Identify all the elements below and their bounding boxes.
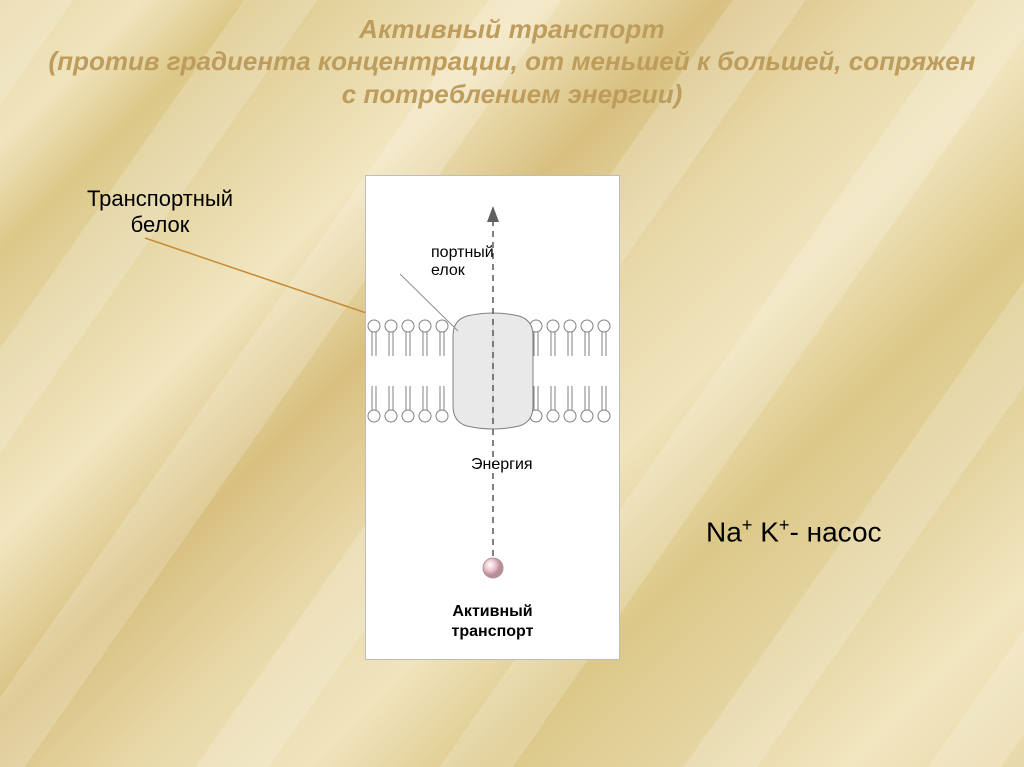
k-plus: + xyxy=(779,515,790,535)
slide-title: Активный транспорт (против градиента кон… xyxy=(0,8,1024,116)
na-plus: + xyxy=(742,515,753,535)
transported-particle xyxy=(483,558,503,578)
transport-protein-label-line2: белок xyxy=(65,212,255,238)
active-transport-figure: портный елок Энергия Активный транспорт xyxy=(365,175,620,660)
figure-cropped-label: портный елок xyxy=(431,244,494,280)
figure-inner: портный елок Энергия Активный транспорт xyxy=(366,176,619,659)
pump-suffix: - насос xyxy=(790,516,882,547)
sodium-potassium-pump-label: Na+ K+- насос xyxy=(706,515,882,548)
figure-cropped-label-l2: елок xyxy=(431,262,465,279)
na-text: Na xyxy=(706,516,742,547)
title-line-1: Активный транспорт xyxy=(40,14,984,45)
figure-cropped-label-l1: портный xyxy=(431,244,494,261)
transport-protein-label: Транспортный белок xyxy=(65,186,255,238)
figure-caption-line1: Активный xyxy=(366,603,619,621)
energy-label: Энергия xyxy=(471,456,533,474)
transport-protein-label-line1: Транспортный xyxy=(65,186,255,212)
k-text: K xyxy=(760,516,779,547)
title-line-2: (против градиента концентрации, от меньш… xyxy=(40,45,984,110)
figure-caption-line2: транспорт xyxy=(366,623,619,641)
